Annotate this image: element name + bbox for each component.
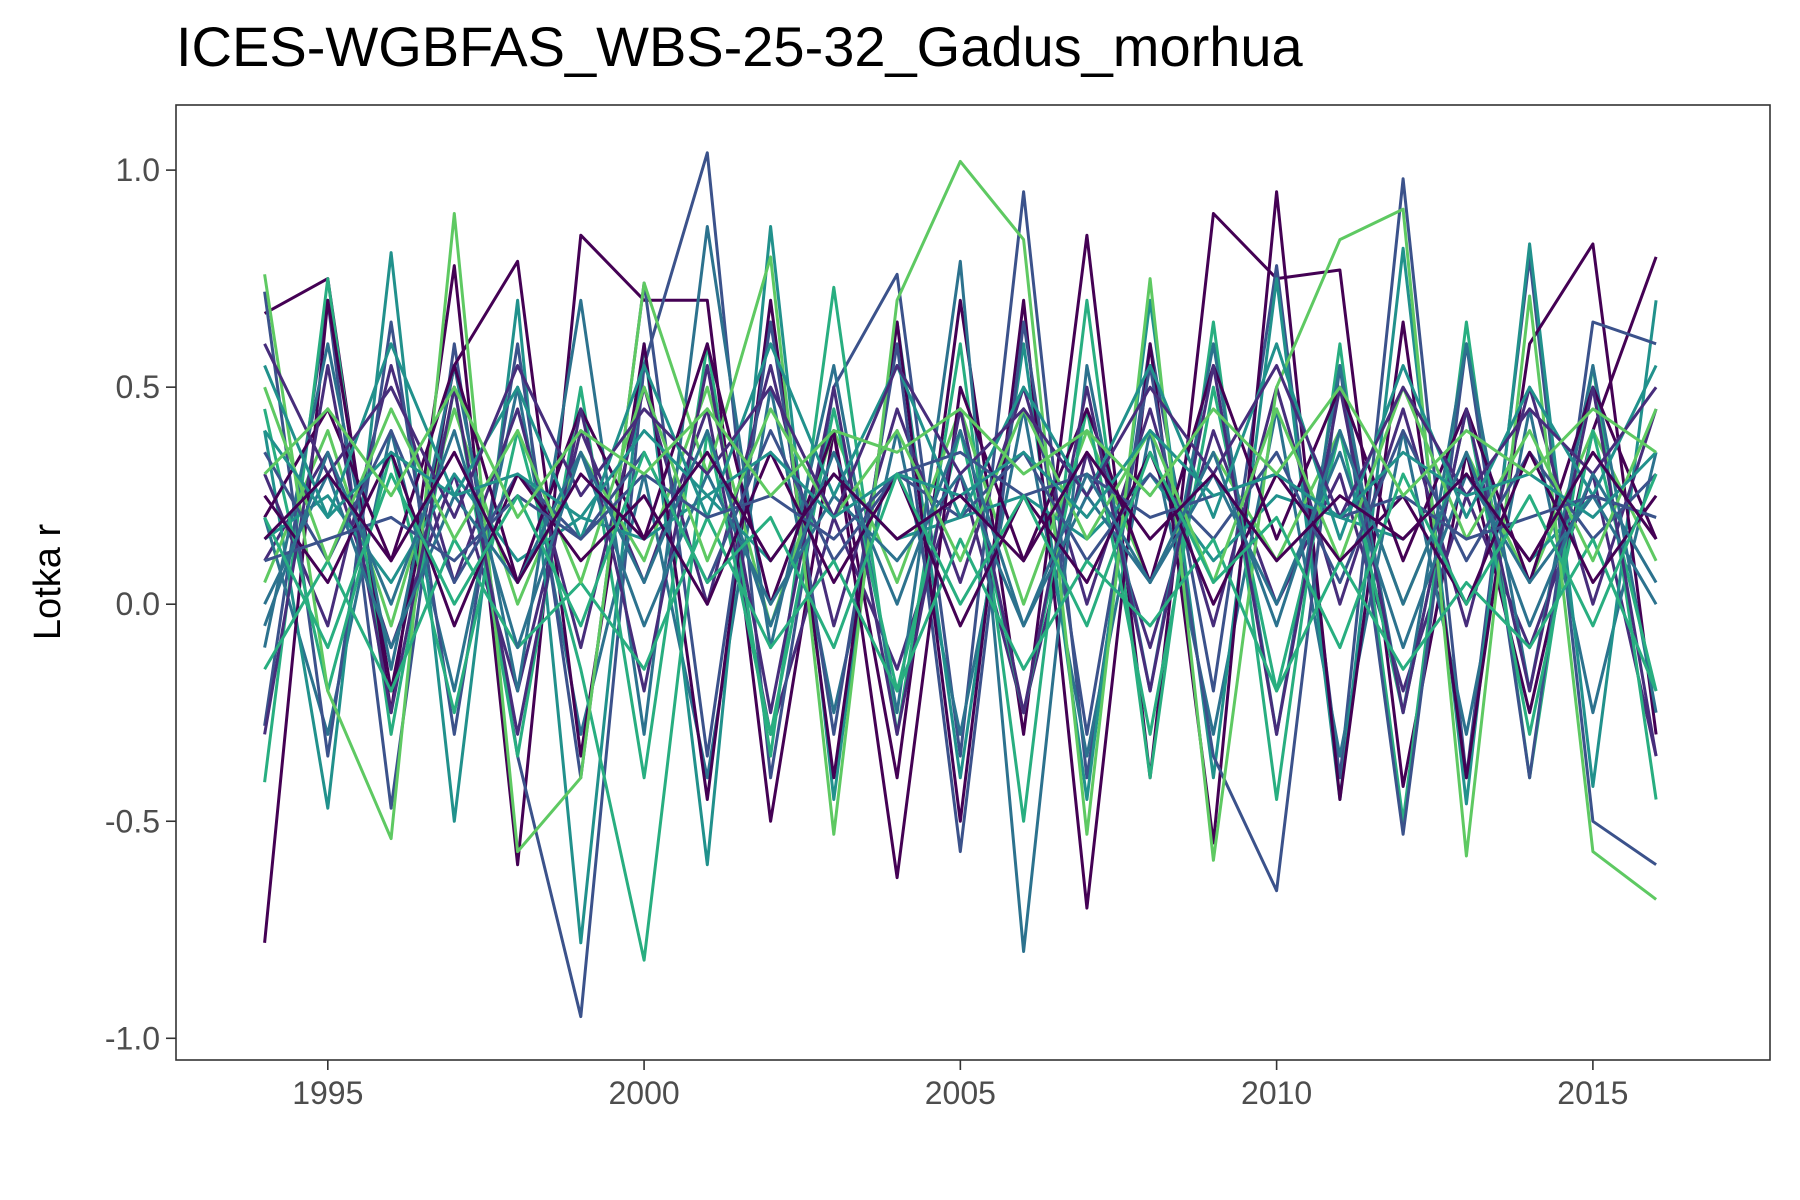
series-line-29 [263,450,1658,584]
chart-title: ICES-WGBFAS_WBS-25-32_Gadus_morhua [176,15,1303,78]
axes-layer: 1995 2000 2005 2010 2015 -1.0 -0.5 0.0 0.5 1.0 [105,152,1629,1111]
x-tick-label: 2015 [1557,1075,1628,1111]
series-line-3 [263,151,1657,1019]
series-layer [263,151,1658,1019]
series-line-25 [263,429,1658,650]
series-line-28 [263,385,1657,519]
y-axis-title: Lotka r [27,524,69,641]
series-line-22 [263,450,1658,628]
series-line-21 [263,385,1658,584]
series-line-20 [263,515,1658,693]
y-tick-label: -1.0 [105,1020,160,1056]
x-tick-label: 2010 [1241,1075,1312,1111]
series-line-24 [264,450,1657,563]
x-tick-label: 1995 [292,1075,363,1111]
series-line-19 [263,342,1658,541]
series-line-23 [263,343,1658,519]
y-tick-label: 0.5 [116,369,160,405]
y-tick-label: 0.0 [116,586,160,622]
y-tick-label: -0.5 [105,803,160,839]
plot-panel-border [175,104,1771,1061]
x-tick-label: 2005 [925,1075,996,1111]
x-tick-label: 2000 [608,1075,679,1111]
y-tick-label: 1.0 [116,152,160,188]
